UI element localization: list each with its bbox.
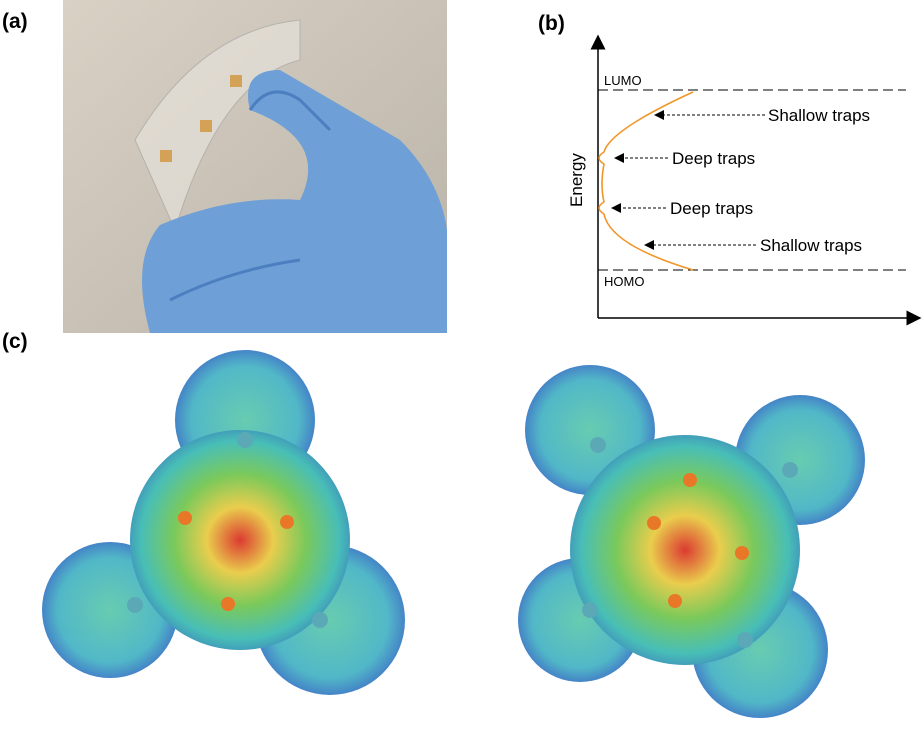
axis-label: Energy bbox=[567, 153, 586, 207]
annotation: Shallow traps bbox=[768, 106, 870, 125]
page: (a) (b) (c) LUMO HOMO Energy Shallow tra… bbox=[0, 0, 923, 751]
figure: (a) (b) (c) LUMO HOMO Energy Shallow tra… bbox=[0, 0, 923, 751]
molecule-right bbox=[518, 365, 865, 718]
panel-label: (c) bbox=[2, 330, 28, 353]
panel-label: (b) bbox=[538, 12, 565, 35]
annotation: Deep traps bbox=[670, 199, 753, 218]
molecule-left bbox=[42, 350, 405, 695]
annotation: Shallow traps bbox=[760, 236, 862, 255]
panel-label: (a) bbox=[2, 10, 28, 33]
energy-diagram: LUMO HOMO Energy Shallow traps Deep trap… bbox=[567, 36, 920, 318]
level-label: LUMO bbox=[604, 73, 642, 88]
photo bbox=[63, 0, 447, 333]
annotation: Deep traps bbox=[672, 149, 755, 168]
trap-distribution bbox=[599, 92, 693, 270]
level-label: HOMO bbox=[604, 274, 644, 289]
